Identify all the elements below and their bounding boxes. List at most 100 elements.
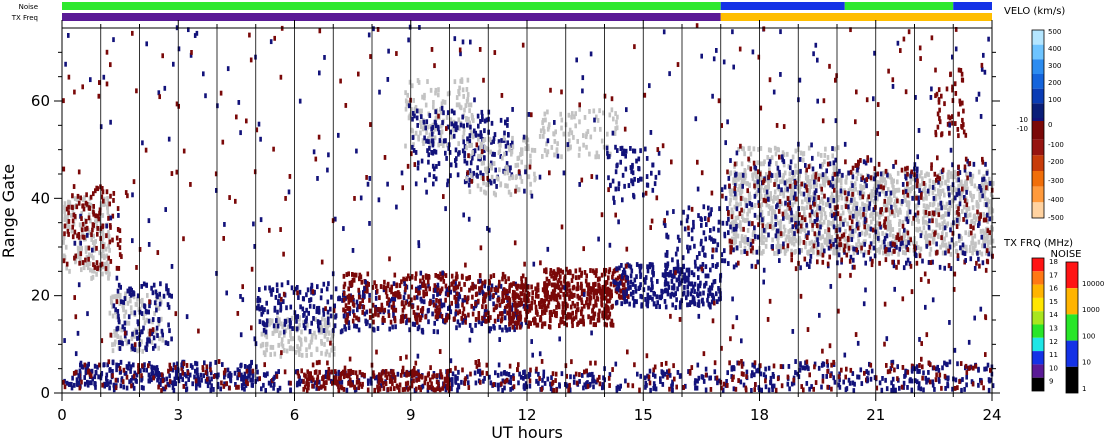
data-cell	[407, 301, 411, 307]
data-cell	[73, 229, 77, 235]
data-cell	[665, 250, 669, 255]
data-cell	[702, 290, 705, 296]
data-cell	[762, 216, 765, 221]
data-cell	[127, 320, 131, 326]
data-cell	[746, 217, 749, 223]
data-cell	[71, 218, 75, 224]
data-cell	[90, 253, 93, 259]
data-cell	[527, 292, 531, 297]
data-cell	[492, 307, 496, 313]
data-cell	[622, 267, 626, 273]
data-cell	[798, 235, 801, 241]
data-cell	[102, 264, 105, 270]
data-cell	[517, 155, 521, 161]
data-cell	[489, 163, 492, 169]
data-cell	[90, 368, 94, 374]
data-cell	[894, 387, 897, 393]
data-cell	[597, 317, 601, 323]
data-cell	[433, 320, 436, 326]
data-cell	[938, 372, 942, 378]
data-cell	[562, 314, 565, 320]
data-cell	[649, 287, 653, 293]
data-cell	[585, 368, 588, 374]
data-cell	[469, 160, 473, 166]
data-cell	[896, 170, 900, 176]
data-cell	[121, 324, 125, 330]
data-cell	[509, 192, 513, 198]
data-cell	[82, 262, 86, 268]
data-cell	[270, 291, 273, 297]
data-cell	[592, 303, 595, 309]
data-cell	[762, 234, 766, 240]
data-cell	[891, 227, 895, 232]
data-cell	[407, 100, 410, 106]
data-cell	[520, 276, 523, 281]
data-cell	[463, 150, 467, 156]
data-cell	[627, 294, 630, 299]
data-cell	[122, 300, 125, 305]
data-cell	[457, 117, 461, 123]
data-cell	[274, 325, 278, 331]
data-cell	[466, 136, 469, 142]
data-cell	[436, 329, 439, 335]
data-cell	[288, 346, 292, 352]
data-cell	[766, 178, 770, 183]
data-cell	[533, 177, 536, 183]
data-cell	[155, 307, 158, 313]
data-cell	[419, 308, 423, 314]
data-cell	[125, 340, 129, 346]
data-cell	[740, 363, 744, 369]
data-cell	[382, 386, 386, 391]
data-cell	[425, 291, 428, 297]
data-cell	[316, 319, 320, 325]
data-cell	[172, 362, 176, 368]
data-cell	[586, 380, 589, 385]
data-cell	[810, 239, 814, 245]
data-cell	[825, 242, 829, 247]
data-cell	[426, 79, 429, 84]
data-cell	[500, 371, 503, 377]
data-cell	[115, 314, 119, 320]
data-cell	[280, 282, 284, 288]
data-cell	[147, 318, 151, 324]
data-cell	[436, 314, 440, 319]
data-cell	[744, 197, 747, 203]
data-cell	[771, 237, 774, 243]
data-cell	[141, 348, 144, 354]
data-cell	[568, 382, 571, 388]
data-cell	[533, 148, 537, 153]
data-cell	[816, 205, 819, 211]
data-cell	[972, 245, 975, 251]
data-cell	[506, 302, 510, 308]
data-cell	[747, 208, 750, 214]
data-cell	[495, 303, 498, 309]
data-cell	[872, 199, 876, 204]
data-cell	[631, 170, 635, 176]
data-cell	[803, 228, 807, 234]
data-cell	[140, 284, 143, 289]
data-cell	[283, 321, 287, 327]
data-cell	[168, 379, 172, 384]
data-cell	[349, 381, 352, 387]
data-cell	[776, 194, 780, 200]
data-cell	[576, 139, 579, 144]
data-cell	[461, 367, 464, 373]
data-cell	[637, 156, 641, 162]
data-cell	[753, 363, 756, 369]
data-cell	[653, 373, 657, 379]
data-cell	[157, 321, 161, 327]
data-cell	[876, 180, 879, 186]
data-cell	[765, 177, 768, 183]
data-cell	[535, 310, 539, 315]
data-cell	[573, 114, 576, 120]
data-cell	[274, 295, 278, 300]
data-cell	[566, 282, 569, 288]
data-cell	[737, 223, 741, 228]
data-cell	[70, 228, 74, 234]
data-cell	[398, 382, 402, 388]
data-cell	[467, 116, 470, 122]
data-cell	[419, 120, 422, 125]
data-cell	[881, 376, 884, 381]
data-cell	[783, 170, 787, 176]
data-cell	[465, 145, 468, 151]
